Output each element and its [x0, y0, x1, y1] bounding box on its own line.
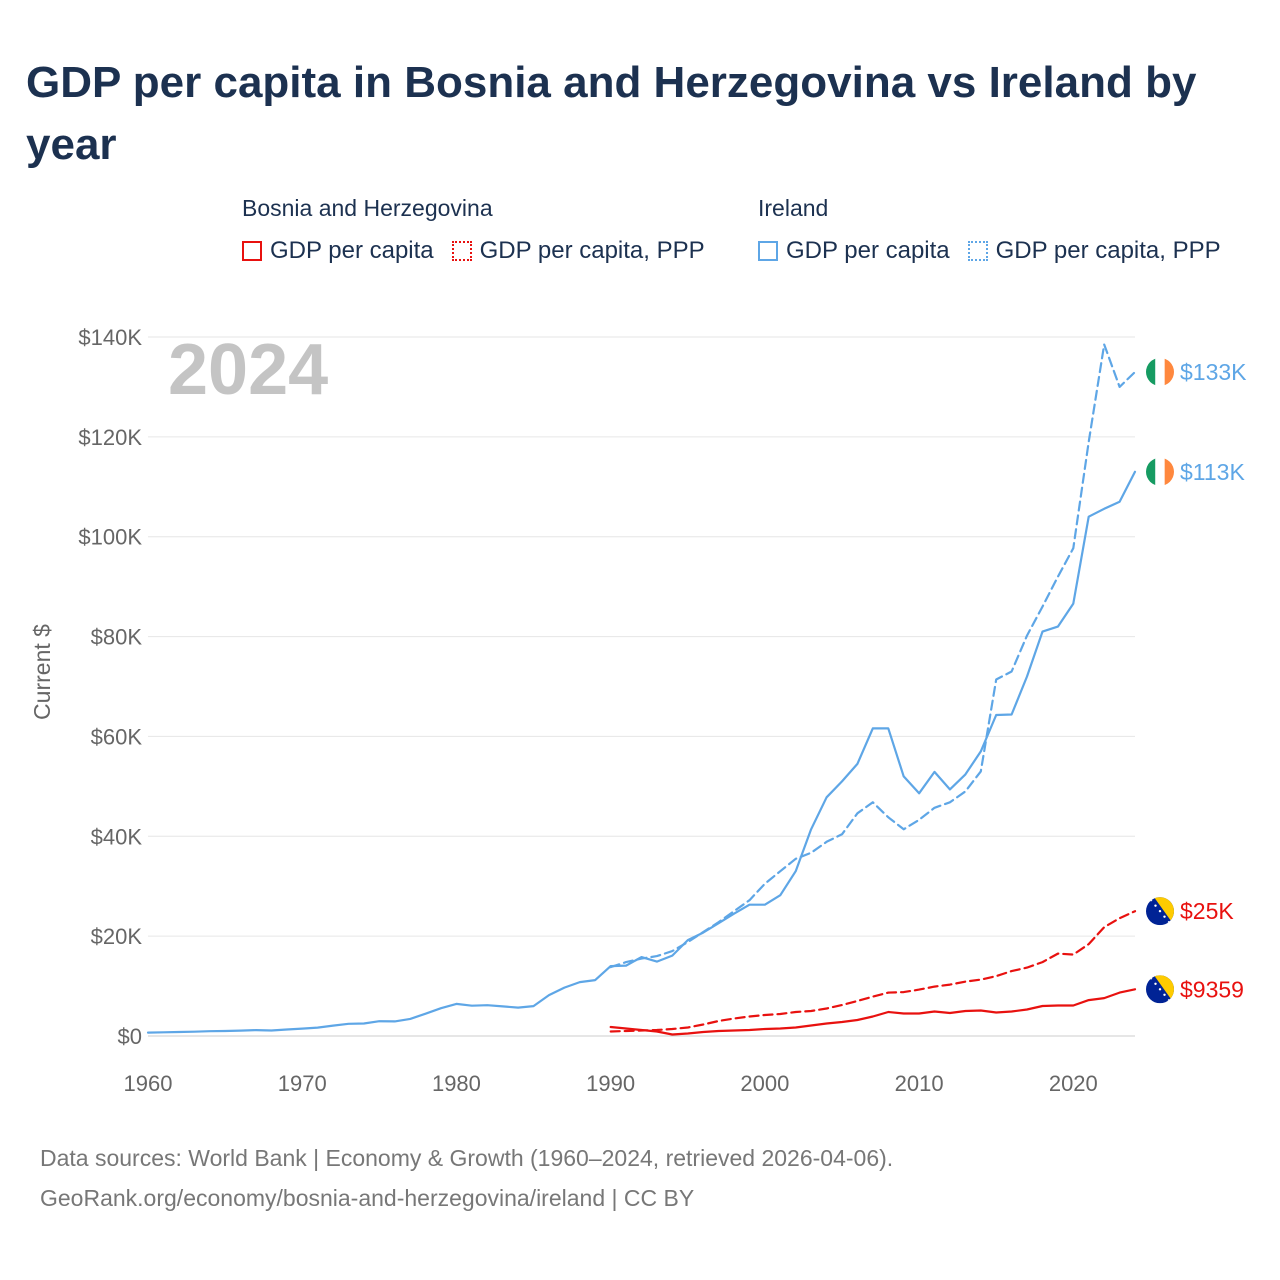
ireland-flag-icon — [1146, 457, 1174, 486]
y-tick-label: $140K — [78, 325, 142, 350]
data-sources-text: Data sources: World Bank | Economy & Gro… — [40, 1145, 894, 1171]
y-tick-label: $60K — [91, 724, 143, 749]
legend-swatch-ireland-gdp — [758, 241, 778, 261]
y-tick-label: $100K — [78, 525, 142, 550]
series-line-0 — [146, 470, 1137, 1034]
line-chart: $0 $20K $40K $60K $80K $100K $120K $140K 1960 197… — [29, 325, 1247, 1096]
end-value-label-3: $9359 — [1180, 976, 1244, 1002]
legend-group-ireland: Ireland GDP per capita GDP per capita, P… — [758, 195, 1221, 265]
end-value-label-1: $133K — [1180, 359, 1247, 385]
x-tick-label: 2000 — [740, 1071, 789, 1096]
y-tick-label: $0 — [118, 1024, 142, 1049]
year-stamp: 2024 — [168, 330, 328, 410]
x-tick-label: 1960 — [124, 1071, 173, 1096]
series-line-2 — [609, 910, 1137, 1033]
bosnia-flag-icon — [1146, 897, 1174, 926]
y-tick-label: $40K — [91, 824, 143, 849]
source-url-text: GeoRank.org/economy/bosnia-and-herzegovi… — [40, 1185, 695, 1211]
legend-label-bosnia-gdp-ppp: GDP per capita, PPP — [479, 237, 705, 264]
legend-label-ireland-gdp: GDP per capita — [786, 237, 950, 264]
x-tick-label: 1980 — [432, 1071, 481, 1096]
legend-swatch-ireland-gdp-ppp — [967, 241, 988, 261]
chart-title: GDP per capita in Bosnia and Herzegovina… — [26, 58, 1197, 169]
legend-swatch-bosnia-gdp — [242, 241, 262, 261]
footer: Data sources: World Bank | Economy & Gro… — [40, 1138, 893, 1218]
x-tick-label: 2010 — [895, 1071, 944, 1096]
legend-item-bosnia-gdp-ppp[interactable]: GDP per capita, PPP — [451, 237, 705, 265]
y-axis-title: Current $ — [29, 624, 55, 720]
x-tick-label: 1970 — [278, 1071, 327, 1096]
bosnia-flag-icon — [1146, 975, 1174, 1004]
x-tick-label: 2020 — [1049, 1071, 1098, 1096]
end-value-label-2: $25K — [1180, 898, 1234, 924]
y-tick-label: $80K — [91, 625, 143, 650]
legend-label-ireland-gdp-ppp: GDP per capita, PPP — [995, 237, 1221, 264]
legend-label-bosnia-gdp: GDP per capita — [270, 237, 434, 264]
legend-swatch-bosnia-gdp-ppp — [451, 241, 472, 261]
legend-item-bosnia-gdp[interactable]: GDP per capita — [242, 237, 434, 265]
y-tick-label: $20K — [91, 924, 143, 949]
series-line-3 — [609, 988, 1137, 1036]
legend-heading-bosnia: Bosnia and Herzegovina — [242, 195, 493, 221]
y-tick-label: $120K — [78, 425, 142, 450]
legend-item-ireland-gdp[interactable]: GDP per capita — [758, 237, 950, 265]
end-value-label-0: $113K — [1180, 459, 1245, 485]
legend-group-bosnia: Bosnia and Herzegovina GDP per capita GD… — [242, 195, 705, 265]
legend-item-ireland-gdp-ppp[interactable]: GDP per capita, PPP — [967, 237, 1221, 265]
series-line-1 — [609, 343, 1137, 969]
ireland-flag-icon — [1146, 357, 1174, 386]
x-tick-label: 1990 — [586, 1071, 635, 1096]
legend-heading-ireland: Ireland — [758, 195, 829, 221]
